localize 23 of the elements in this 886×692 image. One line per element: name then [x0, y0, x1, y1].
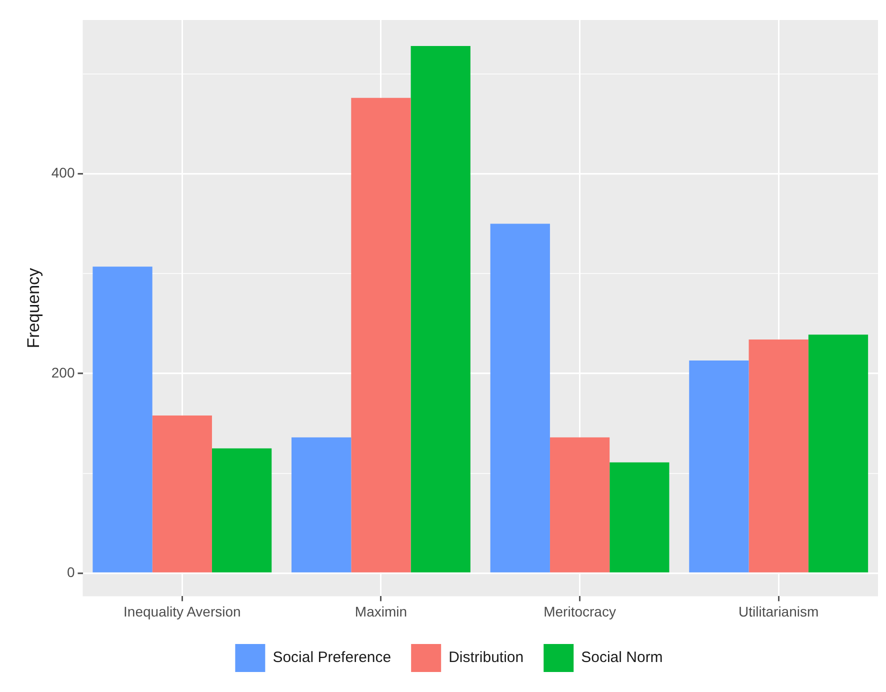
bar	[410, 46, 470, 572]
x-tick-label: Utilitarianism	[738, 603, 819, 620]
bar	[610, 462, 670, 572]
bar	[689, 360, 749, 572]
bar	[748, 340, 808, 572]
bar	[92, 266, 152, 572]
bar	[490, 224, 550, 572]
bar	[351, 98, 411, 572]
y-axis-title: Frequency	[24, 267, 43, 348]
y-tick-label: 200	[51, 364, 75, 380]
legend-label: Distribution	[448, 649, 524, 666]
bar	[808, 334, 868, 572]
bar	[152, 415, 212, 572]
y-tick-label: 0	[66, 564, 75, 580]
legend-label: Social Norm	[581, 649, 663, 666]
bar	[550, 437, 610, 572]
bar	[212, 448, 272, 572]
legend-label: Social Preference	[272, 649, 392, 666]
bar	[292, 437, 352, 572]
y-tick-label: 400	[51, 164, 75, 181]
x-tick-label: Meritocracy	[544, 603, 616, 620]
x-tick-label: Inequality Aversion	[124, 603, 241, 620]
x-tick-label: Maximin	[354, 603, 408, 620]
